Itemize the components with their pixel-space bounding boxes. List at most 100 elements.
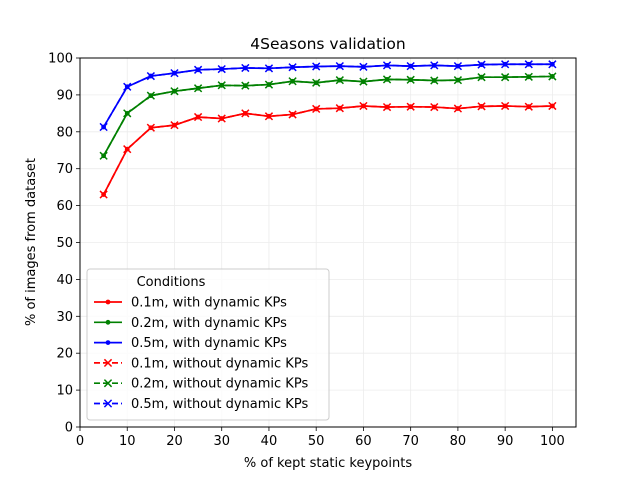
- data-point: [406, 61, 415, 71]
- legend-title: Conditions: [137, 275, 206, 290]
- data-point: [382, 75, 392, 84]
- x-tick-label: 50: [308, 434, 325, 449]
- series-3: [101, 61, 555, 130]
- series-6: [99, 60, 557, 132]
- data-point: [548, 101, 557, 111]
- series-4: [99, 101, 557, 199]
- series-line: [102, 75, 553, 157]
- data-point: [288, 63, 297, 72]
- x-tick-label: 0: [76, 434, 84, 449]
- data-point: [312, 62, 321, 71]
- x-tick-label: 90: [497, 434, 514, 449]
- chart-title: 4Seasons validation: [250, 35, 405, 53]
- series-1: [101, 103, 555, 197]
- y-tick-label: 100: [48, 52, 73, 67]
- data-point: [312, 104, 321, 114]
- data-point: [430, 102, 439, 112]
- x-tick-label: 40: [261, 434, 278, 449]
- data-point: [359, 101, 368, 111]
- data-point: [264, 80, 274, 89]
- y-tick-label: 10: [56, 384, 73, 399]
- series-5: [99, 72, 557, 160]
- legend-label: 0.5m, with dynamic KPs: [131, 336, 287, 351]
- data-point: [477, 102, 486, 111]
- data-point: [382, 61, 392, 70]
- data-point: [501, 101, 510, 111]
- x-tick-label: 10: [119, 434, 136, 449]
- y-tick-label: 70: [56, 162, 73, 177]
- data-point: [335, 61, 344, 71]
- data-point: [501, 60, 510, 69]
- series-2: [101, 74, 555, 159]
- data-point: [146, 123, 155, 132]
- legend-entry: 0.2m, without dynamic KPs: [94, 377, 308, 392]
- legend-marker: [105, 319, 111, 325]
- axis-ticks: 0 10 20 30 40 50 60 70 80 90 100 0 10 20 30 40 50 60 70 80 9…: [48, 52, 565, 450]
- series-line: [102, 105, 553, 195]
- data-point: [170, 121, 179, 130]
- data-point: [123, 82, 132, 91]
- legend-label: 0.5m, without dynamic KPs: [131, 397, 308, 412]
- data-point: [217, 114, 226, 123]
- legend-label: 0.2m, with dynamic KPs: [131, 316, 287, 331]
- data-point: [524, 60, 533, 69]
- data-point: [99, 122, 108, 132]
- x-tick-label: 80: [450, 434, 467, 449]
- data-point: [312, 78, 321, 87]
- legend-label: 0.2m, without dynamic KPs: [131, 377, 308, 392]
- data-point: [288, 77, 297, 86]
- legend-marker: [103, 358, 113, 368]
- data-point: [99, 190, 108, 199]
- data-point: [453, 61, 463, 71]
- y-tick-label: 90: [56, 88, 73, 103]
- data-point: [335, 104, 344, 113]
- data-point: [217, 64, 226, 74]
- data-point: [359, 62, 368, 71]
- data-point: [477, 60, 486, 69]
- plot-series: [99, 60, 557, 199]
- data-point: [548, 60, 557, 69]
- legend-entry: 0.1m, without dynamic KPs: [94, 356, 308, 371]
- data-point: [99, 151, 108, 160]
- y-tick-label: 50: [56, 236, 73, 251]
- data-point: [288, 110, 297, 119]
- series-line: [102, 63, 553, 128]
- data-point: [146, 71, 155, 81]
- data-point: [264, 64, 274, 73]
- legend-entry: 0.5m, with dynamic KPs: [94, 336, 287, 351]
- data-point: [430, 61, 439, 70]
- y-axis-label: % of images from dataset: [24, 158, 39, 326]
- data-point: [453, 76, 463, 85]
- legend-entry: 0.5m, without dynamic KPs: [94, 397, 308, 412]
- data-point: [241, 81, 250, 90]
- y-tick-label: 20: [56, 347, 73, 362]
- legend-marker: [103, 399, 113, 408]
- y-tick-label: 60: [56, 199, 73, 214]
- y-tick-label: 40: [56, 273, 73, 288]
- data-point: [146, 91, 155, 100]
- data-point: [170, 87, 179, 96]
- data-point: [241, 109, 250, 118]
- data-point: [524, 72, 533, 81]
- x-tick-label: 70: [402, 434, 419, 449]
- x-tick-label: 20: [166, 434, 183, 449]
- data-point: [123, 109, 132, 118]
- data-point: [406, 102, 415, 111]
- legend-marker: [105, 340, 111, 345]
- legend-entry: 0.2m, with dynamic KPs: [94, 316, 287, 331]
- legend-marker: [105, 299, 111, 305]
- data-point: [193, 112, 203, 122]
- data-point: [335, 76, 344, 85]
- data-point: [406, 75, 415, 84]
- x-tick-label: 100: [540, 434, 565, 449]
- data-point: [264, 112, 274, 121]
- y-tick-label: 80: [56, 125, 73, 140]
- y-tick-label: 0: [65, 421, 73, 436]
- data-point: [241, 63, 250, 73]
- data-point: [430, 76, 439, 85]
- legend-box: [86, 268, 330, 421]
- x-tick-label: 30: [213, 434, 230, 449]
- data-point: [123, 145, 132, 154]
- data-point: [524, 102, 533, 111]
